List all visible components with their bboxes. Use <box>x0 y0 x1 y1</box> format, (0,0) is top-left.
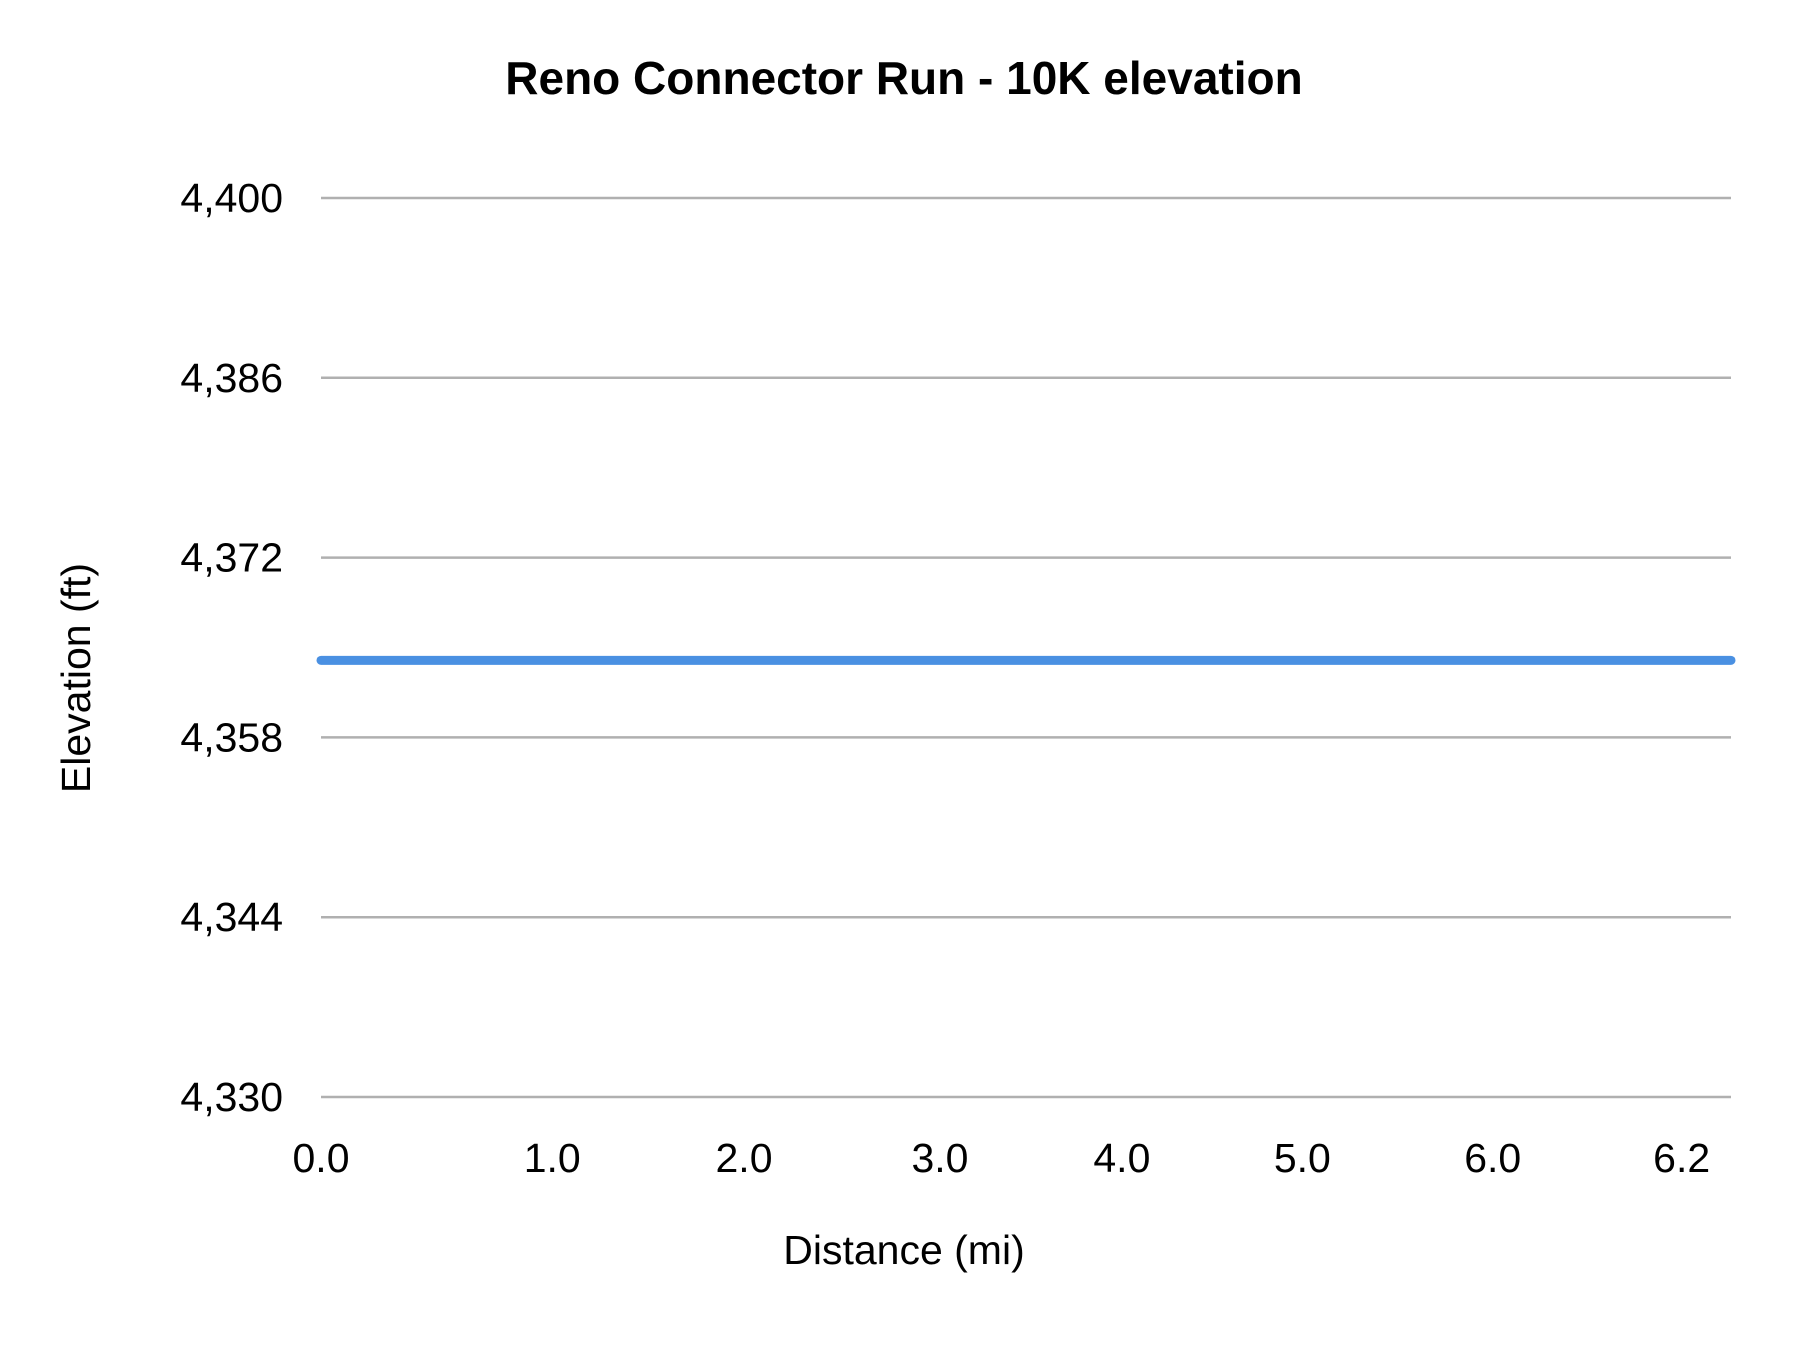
x-tick-label: 4.0 <box>1093 1135 1150 1181</box>
x-tick-label: 1.0 <box>524 1135 581 1181</box>
x-tick-label: 2.0 <box>716 1135 773 1181</box>
chart-title: Reno Connector Run - 10K elevation <box>505 52 1302 104</box>
y-tick-label: 4,358 <box>180 714 283 760</box>
y-tick-label: 4,400 <box>180 175 283 221</box>
y-tick-label: 4,344 <box>180 894 283 940</box>
y-axis-ticks: 4,330 4,344 4,358 4,372 4,386 4,400 <box>180 175 283 1120</box>
x-tick-label: 3.0 <box>911 1135 968 1181</box>
x-axis-label: Distance (mi) <box>783 1227 1024 1273</box>
gridlines <box>321 196 1731 1099</box>
x-axis-ticks: 0.0 1.0 2.0 3.0 4.0 5.0 6.0 6.2 <box>293 1135 1711 1181</box>
y-tick-label: 4,372 <box>180 535 283 581</box>
x-tick-label: 0.0 <box>293 1135 350 1181</box>
x-tick-label: 6.2 <box>1653 1135 1710 1181</box>
x-tick-label: 5.0 <box>1274 1135 1331 1181</box>
y-tick-label: 4,386 <box>180 355 283 401</box>
x-tick-label: 6.0 <box>1464 1135 1521 1181</box>
y-tick-label: 4,330 <box>180 1074 283 1120</box>
y-axis-label: Elevation (ft) <box>53 563 99 793</box>
